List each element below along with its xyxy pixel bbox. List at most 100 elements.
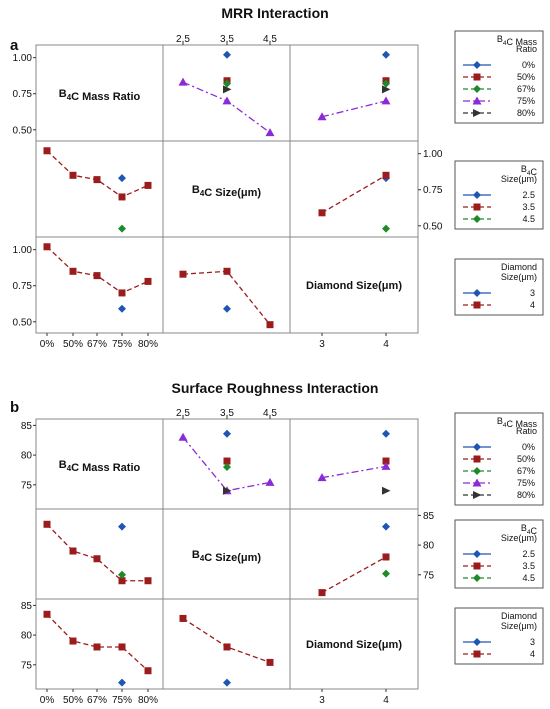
y-tick-label: 0.50 (13, 317, 33, 328)
factor-label: Diamond Size(μm) (306, 280, 402, 292)
legend-box (454, 412, 544, 506)
series-line (321, 100, 387, 118)
factor-label: B4C Size(μm) (192, 549, 262, 564)
data-point (223, 267, 231, 275)
data-point (118, 570, 126, 579)
x-tick-label: 4.5 (263, 408, 277, 419)
data-point (318, 589, 326, 597)
legend-marker (473, 85, 481, 93)
x-tick-label: 50% (63, 339, 83, 350)
data-point (266, 658, 274, 666)
data-point (223, 50, 231, 59)
y-tick-label: 1.00 (13, 245, 33, 256)
data-point (381, 96, 391, 105)
data-point (93, 272, 101, 280)
legend-entry: 75% (517, 478, 535, 488)
legend-marker (473, 73, 481, 81)
data-point (382, 79, 390, 88)
data-point (223, 79, 231, 88)
data-point (178, 432, 188, 441)
y-tick-label: 85 (423, 511, 435, 522)
y-tick-label: 85 (21, 421, 33, 432)
legend-entry: 3.5 (522, 561, 535, 571)
data-point (118, 304, 126, 313)
data-point (382, 569, 390, 578)
series-line (46, 613, 149, 672)
x-tick-label: 0% (40, 695, 55, 706)
x-tick-label: 80% (138, 339, 158, 350)
legend-entry: 80% (517, 108, 535, 118)
matrix-cell (289, 44, 419, 142)
legend-entry: 67% (517, 84, 535, 94)
data-point (223, 462, 231, 471)
matrix-cell (35, 508, 164, 600)
matrix-cell (35, 236, 164, 334)
legend-marker (473, 650, 481, 658)
data-point (118, 643, 126, 651)
x-tick-label: 3 (319, 339, 325, 350)
x-tick-label: 80% (138, 695, 158, 706)
data-point (93, 176, 101, 184)
data-point (381, 461, 391, 470)
y-tick-label: 75 (21, 660, 33, 671)
data-point (178, 77, 188, 86)
legend-marker (473, 491, 482, 499)
legend-title: B4C Mass (497, 416, 538, 429)
legend-entry: 0% (522, 442, 535, 452)
y-tick-label: 75 (21, 480, 33, 491)
data-point (223, 643, 231, 651)
data-point (382, 50, 390, 59)
y-tick-label: 1.00 (13, 53, 33, 64)
legend-entry: 80% (517, 490, 535, 500)
x-tick-label: 4 (383, 339, 389, 350)
legend-marker (473, 61, 481, 69)
data-point (43, 243, 51, 251)
matrix-cell (289, 140, 419, 238)
matrix-cell (162, 44, 291, 142)
x-tick-label: 0% (40, 339, 55, 350)
data-point (223, 678, 231, 687)
factor-label: B4C Size(μm) (192, 184, 262, 199)
legend-title: Size(μm) (501, 621, 537, 631)
legend-entry: 2.5 (522, 190, 535, 200)
chart-title: Surface Roughness Interaction (172, 380, 379, 396)
legend-marker (473, 215, 481, 223)
legend-marker (473, 574, 481, 582)
data-point (223, 85, 232, 94)
data-point (222, 96, 232, 105)
legend-entry: 3.5 (522, 202, 535, 212)
data-point (144, 277, 152, 285)
legend-entry: 50% (517, 72, 535, 82)
legend-entry: 75% (517, 96, 535, 106)
panel-label: a (10, 37, 19, 54)
data-point (223, 429, 231, 438)
legend-title: Diamond (501, 611, 537, 621)
matrix-cell (162, 140, 291, 238)
legend-marker (473, 443, 481, 451)
panel-label: b (10, 399, 19, 416)
data-point (179, 270, 187, 278)
data-point (317, 112, 327, 121)
series-line (46, 523, 148, 582)
matrix-cell (289, 236, 419, 334)
data-point (69, 547, 77, 555)
x-tick-label: 75% (112, 339, 132, 350)
legend-marker (472, 478, 482, 487)
x-tick-label: 3.5 (220, 408, 234, 419)
matrix-cell (162, 508, 291, 600)
y-tick-label: 75 (423, 570, 435, 581)
legend-entry: 4.5 (522, 214, 535, 224)
legend-marker (473, 203, 481, 211)
legend-entry: 0% (522, 60, 535, 70)
data-point (118, 522, 126, 531)
data-point (144, 577, 152, 585)
matrix-cell (289, 508, 419, 600)
matrix-cell (35, 44, 164, 142)
data-point (317, 473, 327, 482)
x-tick-label: 67% (87, 695, 107, 706)
data-point (43, 147, 51, 155)
legend-entry: 4 (530, 300, 535, 310)
y-tick-label: 0.50 (13, 125, 33, 136)
legend-marker (472, 96, 482, 105)
data-point (118, 193, 126, 201)
